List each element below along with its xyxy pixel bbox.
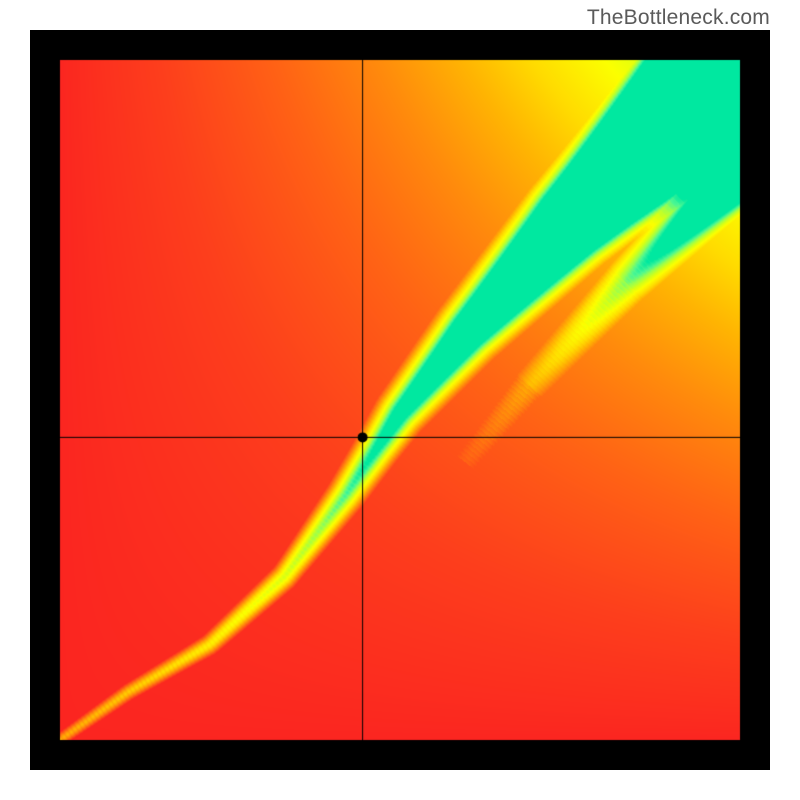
heatmap-chart xyxy=(30,30,770,770)
watermark-text: TheBottleneck.com xyxy=(587,6,770,30)
